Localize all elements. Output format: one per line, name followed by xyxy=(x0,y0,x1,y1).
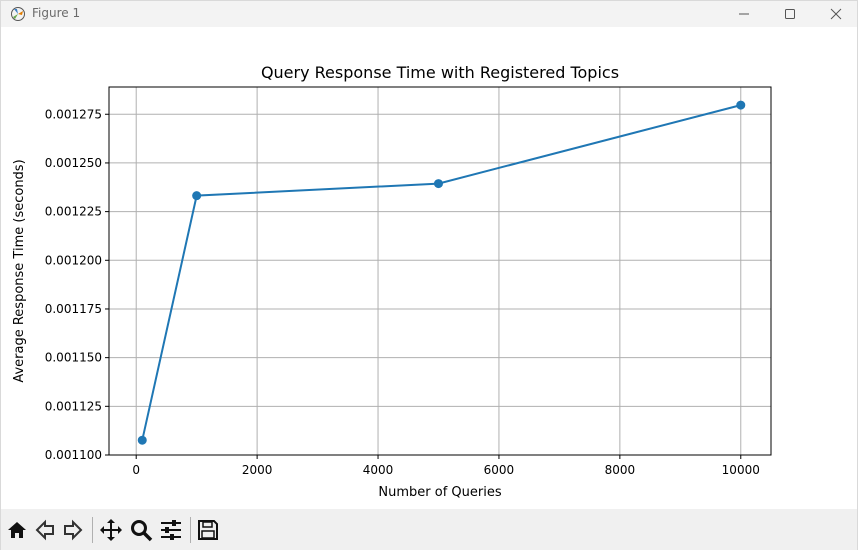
title-bar[interactable]: Figure 1 xyxy=(1,1,857,27)
matplotlib-icon xyxy=(10,6,26,22)
close-icon xyxy=(830,8,842,20)
pan-button[interactable] xyxy=(98,517,124,543)
maximize-button[interactable] xyxy=(767,1,813,27)
y-tick-label: 0.001275 xyxy=(45,107,102,121)
configure-subplots-icon xyxy=(161,520,181,540)
pan-move-icon xyxy=(100,519,122,541)
x-tick-label: 6000 xyxy=(484,463,515,477)
back-arrow-icon xyxy=(35,519,54,541)
line-chart: Query Response Time with Registered Topi… xyxy=(12,63,772,500)
minimize-button[interactable] xyxy=(721,1,767,27)
y-tick-label: 0.001200 xyxy=(45,253,102,267)
y-tick-label: 0.001150 xyxy=(45,351,102,365)
axes-frame xyxy=(108,86,772,456)
x-tick-label: 0 xyxy=(132,463,140,477)
forward-arrow-icon xyxy=(64,519,83,541)
save-button[interactable] xyxy=(195,517,221,543)
toolbar-separator xyxy=(92,517,93,543)
configure-subplots-button[interactable] xyxy=(158,517,184,543)
grid-layer xyxy=(109,87,771,456)
x-axis-ticks: 0 2000 4000 6000 8000 10000 xyxy=(132,455,760,477)
y-tick-label: 0.001125 xyxy=(45,399,102,413)
x-axis-label: Number of Queries xyxy=(378,485,501,500)
data-point-marker xyxy=(433,179,443,189)
window-title: Figure 1 xyxy=(32,6,81,20)
y-axis-ticks: 0.001100 0.001125 0.001150 0.001175 0.001200… xyxy=(45,107,109,462)
data-point-marker xyxy=(192,191,202,201)
x-tick-label: 2000 xyxy=(242,463,273,477)
x-tick-label: 10000 xyxy=(722,463,760,477)
y-tick-label: 0.001250 xyxy=(45,156,102,170)
series-layer xyxy=(137,100,746,445)
zoom-magnifier-icon xyxy=(131,520,153,542)
y-tick-label: 0.001100 xyxy=(45,448,102,462)
save-disk-icon xyxy=(198,520,218,540)
home-icon xyxy=(8,522,26,538)
data-point-marker xyxy=(736,100,746,110)
y-tick-label: 0.001175 xyxy=(45,302,102,316)
chart-title: Query Response Time with Registered Topi… xyxy=(261,63,619,82)
x-tick-label: 4000 xyxy=(363,463,394,477)
series-line xyxy=(141,104,742,441)
zoom-button[interactable] xyxy=(128,517,154,543)
home-button[interactable] xyxy=(4,517,30,543)
minimize-icon xyxy=(739,13,749,15)
y-axis-label: Average Response Time (seconds) xyxy=(12,159,27,382)
back-button[interactable] xyxy=(32,517,58,543)
maximize-icon xyxy=(785,9,795,19)
forward-button[interactable] xyxy=(60,517,86,543)
navigation-toolbar xyxy=(1,509,857,550)
y-tick-label: 0.001225 xyxy=(45,205,102,219)
plot-canvas[interactable]: Query Response Time with Registered Topi… xyxy=(1,27,857,509)
toolbar-separator xyxy=(190,517,191,543)
data-point-marker xyxy=(137,435,147,445)
close-button[interactable] xyxy=(813,1,858,27)
x-tick-label: 8000 xyxy=(605,463,636,477)
